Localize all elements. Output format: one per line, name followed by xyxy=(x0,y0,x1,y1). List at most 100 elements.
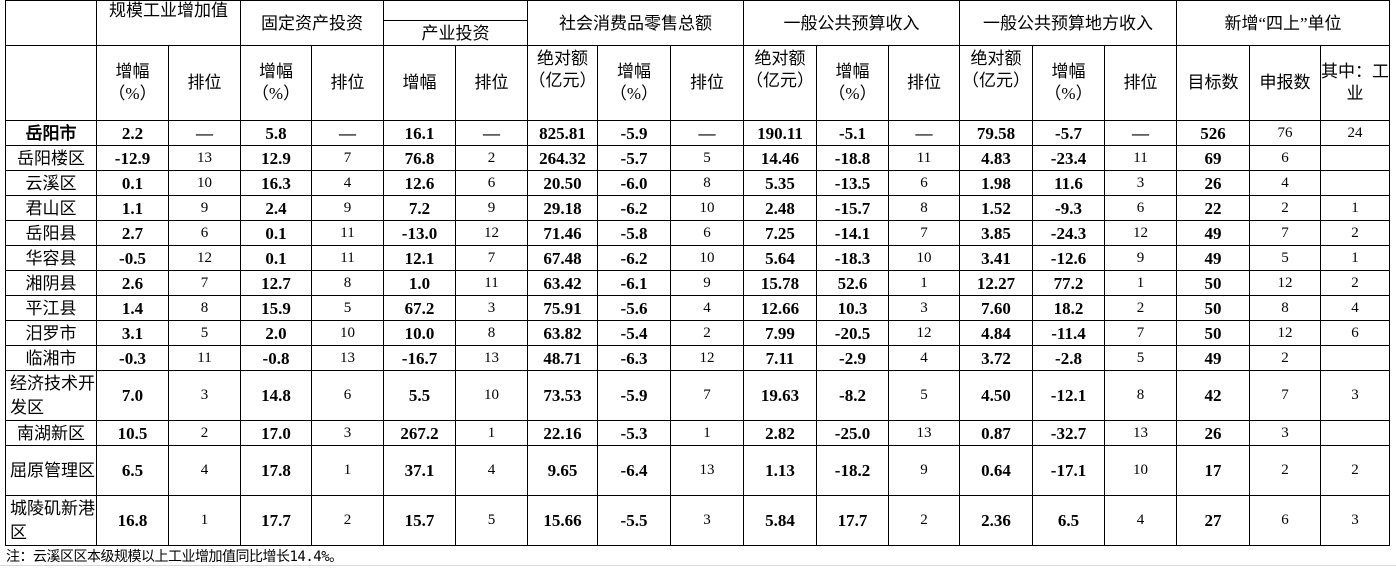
sub-header-9: 绝对额（亿元） xyxy=(743,45,817,121)
cell-14: 13 xyxy=(1104,420,1177,446)
cell-11: 10 xyxy=(888,245,960,271)
cell-0: -12.9 xyxy=(96,145,169,171)
cell-11: 6 xyxy=(888,170,960,196)
cell-13: -12.6 xyxy=(1032,245,1105,271)
cell-0: -0.3 xyxy=(96,345,169,371)
cell-17: 1 xyxy=(1320,245,1390,271)
cell-3: 11 xyxy=(311,220,384,246)
cell-12: 3.72 xyxy=(959,345,1033,371)
cell-14: — xyxy=(1104,120,1177,146)
cell-1: 6 xyxy=(168,220,241,246)
cell-2: 12.7 xyxy=(240,270,312,296)
region-name: 平江县 xyxy=(5,295,97,321)
cell-3: 5 xyxy=(311,295,384,321)
cell-7: -6.3 xyxy=(597,345,671,371)
cell-10: -14.1 xyxy=(816,220,889,246)
cell-4: 67.2 xyxy=(383,295,456,321)
cell-2: 5.8 xyxy=(240,120,312,146)
cell-8: 8 xyxy=(670,170,744,196)
sub-header-8: 排位 xyxy=(670,45,744,121)
table-row: 屈原管理区 6.5 4 17.8 1 37.1 4 9.65 -6.4 13 1.13 -18.2 9 0… xyxy=(5,445,1390,496)
cell-14: 12 xyxy=(1104,220,1177,246)
cell-8: 9 xyxy=(670,270,744,296)
cell-7: -6.0 xyxy=(597,170,671,196)
cell-4: -16.7 xyxy=(383,345,456,371)
cell-17 xyxy=(1320,345,1390,371)
cell-4: 15.7 xyxy=(383,495,456,546)
cell-16: 7 xyxy=(1249,220,1321,246)
cell-6: 15.66 xyxy=(527,495,598,546)
cell-2: 14.8 xyxy=(240,370,312,421)
cell-10: 52.6 xyxy=(816,270,889,296)
sub-header-5: 排位 xyxy=(455,45,528,121)
cell-0: 3.1 xyxy=(96,320,169,346)
region-name: 华容县 xyxy=(5,245,97,271)
cell-8: — xyxy=(670,120,744,146)
cell-2: 15.9 xyxy=(240,295,312,321)
cell-4: 5.5 xyxy=(383,370,456,421)
cell-4: 12.1 xyxy=(383,245,456,271)
cell-12: 1.98 xyxy=(959,170,1033,196)
table-row: 岳阳市 2.2—5.8—16.1—825.81 -5.9—190.11 -5.1—79… xyxy=(5,120,1390,146)
cell-7: -5.3 xyxy=(597,420,671,446)
cell-10: -25.0 xyxy=(816,420,889,446)
cell-16: 2 xyxy=(1249,195,1321,221)
cell-4: 267.2 xyxy=(383,420,456,446)
cell-2: 17.8 xyxy=(240,445,312,496)
cell-5: 12 xyxy=(455,220,528,246)
region-name: 湘阴县 xyxy=(5,270,97,296)
group-header-industry-investment: 产业投资 xyxy=(383,20,528,46)
cell-17: 6 xyxy=(1320,320,1390,346)
sub-header-17: 其中：工业 xyxy=(1320,45,1390,121)
cell-14: 8 xyxy=(1104,370,1177,421)
cell-17: 2 xyxy=(1320,445,1390,496)
cell-5: 2 xyxy=(455,145,528,171)
cell-5: 9 xyxy=(455,195,528,221)
cell-4: 37.1 xyxy=(383,445,456,496)
cell-9: 1.13 xyxy=(743,445,817,496)
cell-3: 1 xyxy=(311,445,384,496)
cell-17: 24 xyxy=(1320,120,1390,146)
cell-12: 3.41 xyxy=(959,245,1033,271)
cell-1: 11 xyxy=(168,345,241,371)
cell-12: 7.60 xyxy=(959,295,1033,321)
sub-header-1: 排位 xyxy=(168,45,241,121)
cell-11: — xyxy=(888,120,960,146)
table-row: 平江县 1.4 8 15.9 5 67.2 3 75.91 -5.6 4 12.66 10.3 3 7.6… xyxy=(5,295,1390,321)
cell-17: 1 xyxy=(1320,195,1390,221)
cell-6: 9.65 xyxy=(527,445,598,496)
cell-1: 2 xyxy=(168,420,241,446)
cell-5: 3 xyxy=(455,295,528,321)
cell-5: 10 xyxy=(455,370,528,421)
cell-2: 16.3 xyxy=(240,170,312,196)
cell-15: 17 xyxy=(1176,445,1250,496)
cell-14: 4 xyxy=(1104,495,1177,546)
cell-4: 16.1 xyxy=(383,120,456,146)
cell-10: -2.9 xyxy=(816,345,889,371)
cell-7: -5.9 xyxy=(597,120,671,146)
cell-6: 22.16 xyxy=(527,420,598,446)
region-name: 云溪区 xyxy=(5,170,97,196)
cell-7: -5.9 xyxy=(597,370,671,421)
table-row: 君山区 1.1 9 2.4 9 7.2 9 29.18 -6.2 10 2.48 -15.7 8 1.52… xyxy=(5,195,1390,221)
table-row: 华容县 -0.5 12 0.1 11 12.1 7 67.48 -6.2 10 5.64 -18.3 1… xyxy=(5,245,1390,271)
cell-16: 5 xyxy=(1249,245,1321,271)
cell-0: 10.5 xyxy=(96,420,169,446)
cell-4: 10.0 xyxy=(383,320,456,346)
cell-13: -23.4 xyxy=(1032,145,1105,171)
corner-cell-sub xyxy=(5,45,97,121)
cell-9: 190.11 xyxy=(743,120,817,146)
cell-11: 1 xyxy=(888,270,960,296)
cell-3: 3 xyxy=(311,420,384,446)
group-header-industrial-value: 规模工业增加值 xyxy=(96,0,241,46)
table-row: 城陵矶新港区 16.8 1 17.7 2 15.7 5 15.66 -5.5 3 5.84 17.7 2… xyxy=(5,495,1390,546)
cell-8: 1 xyxy=(670,420,744,446)
cell-11: 2 xyxy=(888,495,960,546)
cell-16: 12 xyxy=(1249,270,1321,296)
cell-15: 49 xyxy=(1176,245,1250,271)
cell-13: -5.7 xyxy=(1032,120,1105,146)
group-header-public-budget: 一般公共预算收入 xyxy=(743,0,960,46)
cell-12: 2.36 xyxy=(959,495,1033,546)
cell-0: 2.6 xyxy=(96,270,169,296)
cell-16: 6 xyxy=(1249,145,1321,171)
